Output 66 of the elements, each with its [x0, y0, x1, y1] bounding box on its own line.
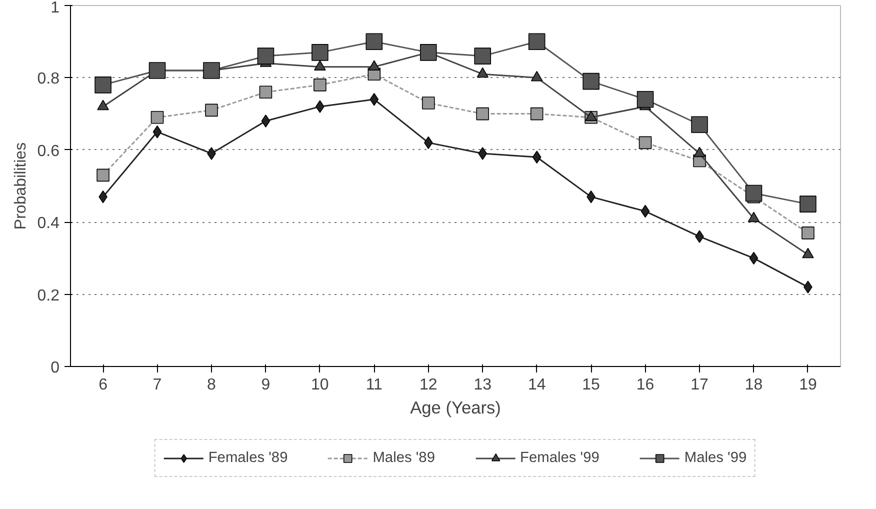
point: [370, 92, 379, 106]
point: [530, 70, 543, 82]
x-tick-label: 16: [636, 376, 654, 394]
y-tick-label: 0: [50, 360, 60, 376]
point: [800, 196, 816, 212]
point: [203, 62, 220, 79]
point: [314, 78, 326, 92]
point: [96, 168, 110, 182]
x-tick-label: 19: [799, 376, 817, 394]
point: [152, 125, 162, 138]
x-tick-label: 13: [474, 376, 492, 394]
y-tick-label: 0.4: [37, 215, 60, 232]
y-tick-label: 0.6: [37, 142, 60, 160]
point: [749, 252, 758, 265]
x-tick-label: 8: [207, 376, 216, 394]
point: [422, 96, 435, 110]
point: [802, 248, 814, 258]
point: [636, 90, 654, 108]
point: [582, 72, 600, 90]
x-tick-label: 11: [366, 376, 383, 394]
point: [530, 107, 544, 120]
y-tick-label: 0.2: [37, 287, 60, 304]
y-tick-label: 0.8: [37, 70, 60, 88]
x-axis-title: Age (Years): [410, 398, 501, 418]
point: [532, 150, 542, 164]
point: [261, 114, 270, 128]
point: [640, 204, 650, 218]
point: [748, 212, 760, 222]
legend-label: Females '99: [520, 450, 600, 466]
x-tick-label: 18: [744, 376, 763, 394]
point: [585, 110, 597, 121]
point: [802, 226, 814, 240]
point: [638, 136, 652, 150]
point: [259, 86, 272, 99]
point: [150, 111, 164, 124]
point: [474, 48, 492, 64]
x-tick-label: 7: [152, 376, 162, 394]
x-tick-label: 12: [419, 376, 438, 394]
legend-label: Males '99: [684, 450, 747, 466]
point: [148, 62, 166, 79]
point: [476, 107, 490, 120]
point: [94, 76, 112, 94]
point: [366, 33, 383, 50]
point: [97, 100, 109, 110]
x-tick-label: 9: [261, 376, 270, 394]
point: [205, 104, 218, 117]
point: [691, 116, 708, 134]
point: [476, 67, 489, 78]
point: [314, 60, 326, 70]
x-tick-label: 17: [690, 376, 709, 394]
point: [478, 147, 488, 160]
point: [420, 44, 437, 61]
y-tick-label: 1: [50, 0, 60, 16]
x-tick-label: 14: [528, 376, 546, 394]
point: [424, 136, 433, 150]
x-tick-label: 15: [582, 376, 600, 394]
legend-label: Males '89: [372, 450, 435, 466]
y-axis-title: Probabilities: [12, 142, 30, 230]
legend-label: Females '89: [208, 450, 288, 466]
point: [257, 48, 274, 64]
point: [368, 60, 380, 70]
x-tick-label: 10: [311, 376, 329, 394]
point: [528, 33, 546, 50]
x-tick-label: 6: [98, 376, 108, 394]
point: [312, 44, 328, 61]
point: [694, 146, 706, 158]
